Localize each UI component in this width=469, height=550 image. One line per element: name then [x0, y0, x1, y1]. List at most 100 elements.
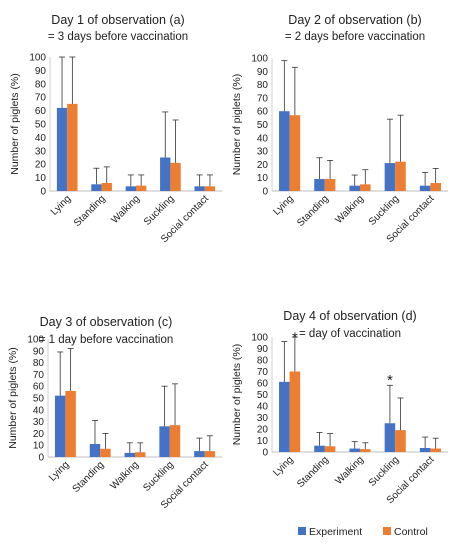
category-label: Suckling [367, 454, 402, 489]
legend-swatch [383, 527, 391, 535]
y-tick-label: 30 [257, 413, 269, 424]
legend-label: Experiment [309, 526, 362, 538]
y-tick-label: 0 [262, 187, 268, 198]
y-tick-label: 0 [262, 448, 268, 459]
y-tick-label: 60 [257, 107, 269, 118]
y-tick-label: 100 [29, 53, 46, 64]
y-tick-label: 80 [257, 80, 269, 91]
bar-control [169, 425, 181, 457]
category-label: Standing [71, 459, 107, 495]
y-tick-label: 100 [27, 335, 44, 346]
y-tick-label: 20 [35, 160, 47, 171]
y-tick-label: 80 [257, 356, 269, 367]
bar-control [136, 185, 147, 191]
chart-subtitle: = 1 day before vaccination [39, 334, 174, 346]
bar-experiment [160, 157, 171, 191]
y-axis-label: Number of piglets (%) [231, 74, 243, 176]
chart-subtitle: = 2 days before vaccination [285, 31, 425, 43]
y-tick-label: 50 [33, 394, 45, 405]
y-tick-label: 70 [33, 370, 45, 381]
significance-star: * [387, 372, 393, 389]
y-tick-label: 100 [251, 54, 268, 65]
category-label: Suckling [142, 193, 177, 228]
y-axis-label: Number of piglets (%) [231, 344, 243, 446]
y-tick-label: 20 [257, 425, 269, 436]
chart-title: Day 2 of observation (b) [288, 13, 421, 27]
bar-control [67, 103, 78, 191]
y-tick-label: 70 [257, 93, 269, 104]
category-label: Lying [271, 454, 295, 478]
y-tick-label: 30 [257, 147, 269, 158]
bar-experiment [314, 179, 325, 191]
y-tick-label: 10 [35, 173, 47, 184]
category-label: Lying [47, 459, 71, 483]
bar-experiment [56, 107, 68, 191]
y-tick-label: 90 [33, 346, 45, 357]
category-label: Standing [295, 193, 331, 229]
bar-control [170, 162, 181, 191]
bar-control [324, 446, 336, 452]
y-tick-label: 60 [33, 382, 45, 393]
chart-title: Day 1 of observation (a) [51, 13, 184, 27]
y-tick-label: 10 [257, 173, 269, 184]
bar-control [430, 183, 441, 191]
category-label: Suckling [367, 193, 402, 228]
bar-experiment [384, 163, 396, 191]
category-label: Walking [109, 193, 142, 226]
bar-control [100, 448, 111, 457]
y-tick-label: 50 [257, 390, 269, 401]
bar-experiment [279, 111, 290, 191]
category-label: Suckling [141, 459, 176, 494]
y-tick-label: 10 [33, 441, 45, 452]
bar-control [101, 182, 112, 191]
bar-control [395, 161, 406, 191]
bar-experiment [89, 444, 101, 457]
y-tick-label: 40 [35, 133, 47, 144]
chart-title: Day 4 of observation (d) [283, 309, 416, 323]
bar-control [324, 179, 336, 191]
y-tick-label: 70 [35, 93, 47, 104]
y-tick-label: 90 [257, 344, 269, 355]
y-tick-label: 50 [257, 120, 269, 131]
category-label: Lying [271, 193, 295, 217]
y-tick-label: 70 [257, 367, 269, 378]
y-tick-label: 50 [35, 120, 47, 131]
bar-experiment [419, 447, 431, 452]
bar-control [289, 115, 301, 191]
category-label: Lying [49, 193, 73, 217]
legend-swatch [298, 527, 306, 535]
bar-experiment [194, 186, 205, 191]
category-label: Walking [108, 459, 141, 492]
y-axis-label: Number of piglets (%) [9, 73, 21, 175]
category-label: Standing [295, 454, 331, 490]
y-tick-label: 80 [35, 79, 47, 90]
chart-subtitle: = day of vaccination [299, 328, 401, 340]
chart-subtitle: = 3 days before vaccination [48, 31, 188, 43]
bar-experiment [159, 426, 170, 457]
y-tick-label: 60 [35, 106, 47, 117]
y-tick-label: 40 [257, 402, 269, 413]
y-tick-label: 80 [33, 358, 45, 369]
y-tick-label: 30 [35, 146, 47, 157]
y-tick-label: 10 [257, 436, 269, 447]
y-tick-label: 30 [33, 417, 45, 428]
bar-control [65, 390, 76, 457]
y-tick-label: 40 [257, 133, 269, 144]
bar-control [204, 451, 216, 457]
y-tick-label: 60 [257, 379, 269, 390]
bar-experiment [125, 186, 136, 191]
y-tick-label: 90 [35, 66, 47, 77]
significance-star: * [292, 330, 298, 347]
legend-label: Control [394, 526, 428, 538]
bar-control [430, 448, 441, 452]
y-axis-label: Number of piglets (%) [7, 347, 19, 449]
bar-control [289, 371, 301, 452]
category-label: Walking [333, 193, 366, 226]
chart-title: Day 3 of observation (c) [40, 315, 173, 329]
category-label: Standing [72, 193, 108, 229]
bar-control [395, 430, 406, 452]
bar-experiment [384, 423, 396, 452]
bar-control [204, 186, 216, 191]
bar-experiment [349, 185, 360, 191]
